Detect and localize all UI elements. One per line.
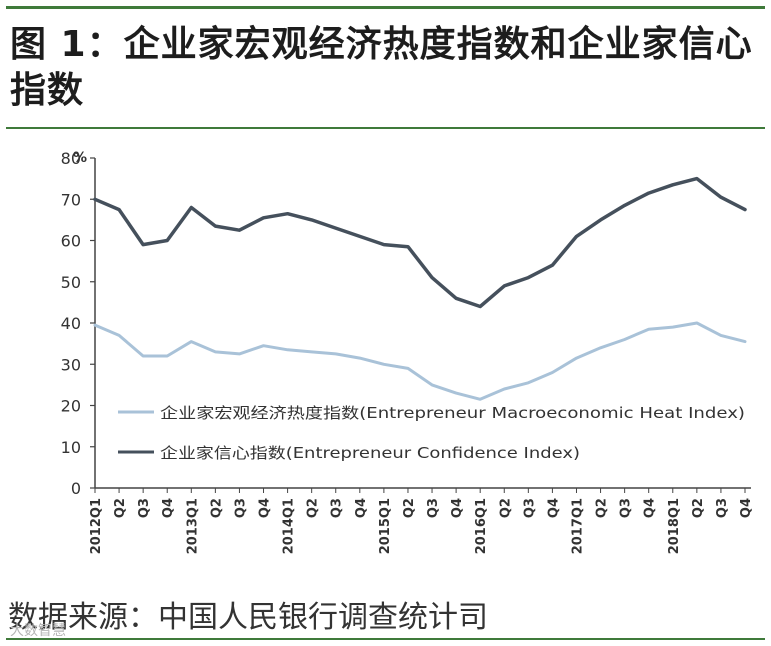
x-tick-label: Q2 bbox=[113, 498, 128, 518]
x-tick-label: Q3 bbox=[137, 498, 152, 518]
series-line-2 bbox=[93, 176, 747, 309]
x-tick-label: 2012Q1 bbox=[89, 498, 104, 554]
watermark: 大数智慧 bbox=[10, 623, 66, 639]
x-tick-label: Q3 bbox=[619, 498, 634, 518]
top-rule bbox=[6, 6, 765, 9]
x-tick-label: Q2 bbox=[306, 498, 321, 518]
y-tick-label: 50 bbox=[61, 273, 81, 292]
title-rule bbox=[6, 127, 765, 129]
x-tick-label: Q4 bbox=[643, 498, 658, 518]
y-tick-label: 60 bbox=[61, 232, 81, 251]
series-line-1 bbox=[93, 321, 747, 401]
y-tick-label: 70 bbox=[61, 190, 81, 209]
x-tick-label: 2015Q1 bbox=[378, 498, 393, 554]
bottom-rule bbox=[6, 638, 765, 640]
legend-label-1: 企业家宏观经济热度指数(Entrepreneur Macroeconomic H… bbox=[160, 404, 745, 422]
y-tick-label: 20 bbox=[61, 397, 81, 416]
x-tick-label: Q4 bbox=[161, 498, 176, 518]
x-tick-label: Q2 bbox=[595, 498, 610, 518]
legend-label-2: 企业家信心指数(Entrepreneur Confidence Index) bbox=[160, 444, 580, 462]
x-tick-label: Q3 bbox=[233, 498, 248, 518]
x-tick-label: Q3 bbox=[715, 498, 730, 518]
y-tick-label: 0 bbox=[71, 479, 81, 498]
x-tick-label: Q2 bbox=[498, 498, 513, 518]
x-tick-label: Q3 bbox=[522, 498, 537, 518]
y-tick-label: 10 bbox=[61, 438, 81, 457]
figure-title: 图 1：企业家宏观经济热度指数和企业家信心指数 bbox=[10, 24, 753, 111]
data-source: 数据来源：中国人民银行调查统计司 bbox=[8, 600, 488, 635]
y-axis-unit: % bbox=[73, 150, 87, 166]
x-tick-label: Q2 bbox=[402, 498, 417, 518]
x-tick-label: Q2 bbox=[209, 498, 224, 518]
x-tick-label: Q4 bbox=[739, 498, 754, 518]
x-tick-label: 2014Q1 bbox=[282, 498, 297, 554]
x-tick-label: Q2 bbox=[691, 498, 706, 518]
x-tick-label: Q4 bbox=[546, 498, 561, 518]
x-tick-label: 2013Q1 bbox=[185, 498, 200, 554]
x-tick-label: 2017Q1 bbox=[570, 498, 585, 554]
x-tick-label: 2016Q1 bbox=[474, 498, 489, 554]
x-tick-label: Q3 bbox=[330, 498, 345, 518]
line-chart: 0 10 20 30 40 50 60 70 80% 2012Q1 Q2 Q3 Q4 2013Q1 Q2 Q3… bbox=[61, 149, 754, 554]
x-tick-label: Q3 bbox=[426, 498, 441, 518]
x-tick-label: Q4 bbox=[354, 498, 369, 518]
x-tick-label: Q4 bbox=[450, 498, 465, 518]
x-tick-label: 2018Q1 bbox=[667, 498, 682, 554]
y-tick-label: 80 bbox=[61, 149, 81, 168]
y-tick-label: 40 bbox=[61, 314, 81, 333]
y-tick-label: 30 bbox=[61, 355, 81, 374]
x-tick-label: Q4 bbox=[258, 498, 273, 518]
